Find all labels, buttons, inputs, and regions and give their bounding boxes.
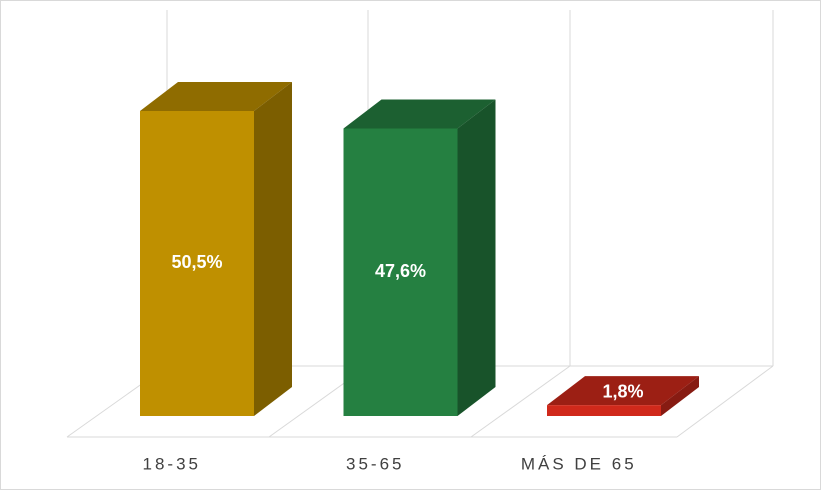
- bar-side: [661, 376, 699, 416]
- bar-side: [457, 99, 496, 416]
- bar-top: [140, 81, 292, 111]
- bar-top: [547, 376, 699, 406]
- bar-side: [254, 81, 292, 416]
- bar: [547, 405, 661, 416]
- bar: [343, 128, 458, 416]
- data-label: 47,6%: [375, 261, 426, 281]
- x-tick-label: 18-35: [143, 454, 201, 473]
- x-tick-label: MÁS DE 65: [521, 454, 637, 473]
- data-label: 50,5%: [171, 252, 222, 272]
- bar-top: [343, 99, 496, 129]
- x-tick-label: 35-65: [346, 454, 404, 473]
- bar: [140, 110, 254, 416]
- data-label: 1,8%: [602, 381, 643, 401]
